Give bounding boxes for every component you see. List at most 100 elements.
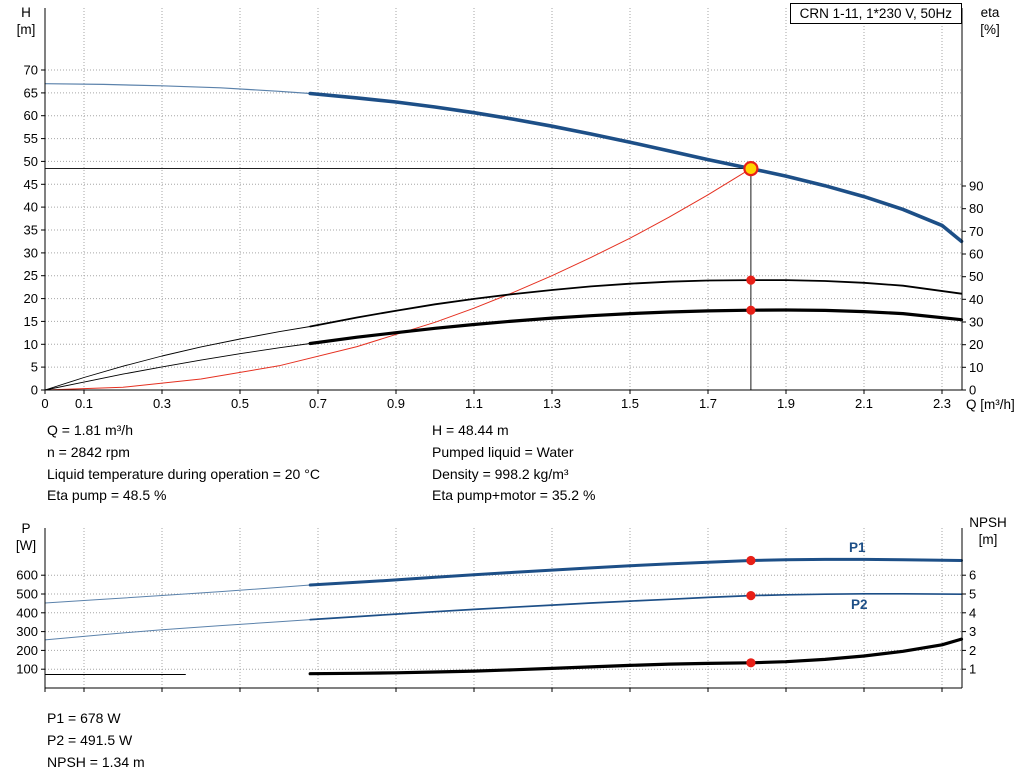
h-curve-extension	[44, 83, 311, 95]
p1-extension	[44, 584, 311, 604]
npsh-axis-title-text: NPSH	[969, 515, 1007, 530]
y-left-tick-label: 5	[31, 360, 38, 375]
eta-axis-title-text: eta	[980, 5, 1000, 20]
info-line: H = 48.44 m	[432, 422, 509, 438]
y-left-tick-label: 100	[16, 662, 38, 677]
x-tick-label: 1.5	[621, 396, 639, 411]
x-tick-label: 0	[41, 396, 48, 411]
eta-pump-point	[746, 275, 756, 285]
hq-efficiency-chart-grid	[45, 8, 962, 390]
y-left-tick-label: 15	[24, 314, 38, 329]
y-right-tick-label: 40	[969, 292, 983, 307]
eta-pump-motor-curve	[308, 308, 964, 346]
y-left-tick-label: 30	[24, 245, 38, 260]
y-right-tick-label: 0	[969, 383, 976, 398]
y-right-tick-label: 90	[969, 179, 983, 194]
y-right-tick-label: 60	[969, 247, 983, 262]
y-right-tick-label: 20	[969, 337, 983, 352]
y-left-tick-label: 25	[24, 268, 38, 283]
pump-model-title-box: CRN 1-11, 1*230 V, 50Hz	[789, 3, 962, 24]
y-left-tick-label: 10	[24, 337, 38, 352]
info-line: Pumped liquid = Water	[432, 443, 574, 460]
eta-axis-unit-text: [%]	[980, 22, 1000, 37]
h-axis-title-text: H	[21, 5, 31, 20]
y-left-tick-label: 65	[24, 85, 38, 100]
y-right-tick-label: 1	[969, 662, 976, 677]
npsh-point	[746, 658, 756, 668]
npsh-axis-unit-text: [m]	[978, 532, 998, 547]
y-right-tick-label: 5	[969, 587, 976, 602]
duty-info-left: Q = 1.81 m³/h n = 2842 rpm Liquid temperat…	[47, 420, 320, 507]
y-right-tick-label: 6	[969, 568, 976, 583]
x-tick-label: 0.3	[153, 396, 171, 411]
system-curve	[44, 168, 752, 391]
h-curve	[308, 91, 964, 244]
info-line: NPSH = 1.34 m	[47, 753, 145, 770]
y-right-tick-label: 10	[969, 360, 983, 375]
info-line: Liquid temperature during operation = 20…	[47, 465, 320, 482]
p2-curve	[309, 592, 963, 621]
y-left-tick-label: 60	[24, 108, 38, 123]
duty-point	[743, 161, 759, 177]
eta-pump-extension	[44, 326, 311, 391]
eta-axis-title: eta [%]	[961, 4, 1019, 38]
y-left-tick-label: 55	[24, 131, 38, 146]
y-right-tick-label: 50	[969, 269, 983, 284]
y-left-tick-label: 50	[24, 154, 38, 169]
h-axis-title: H [m]	[8, 4, 44, 38]
x-tick-label: 0.1	[75, 396, 93, 411]
y-left-tick-label: 35	[24, 223, 38, 238]
p2-extension	[44, 619, 311, 641]
info-line: n = 2842 rpm	[47, 443, 130, 460]
x-tick-label: 1.7	[699, 396, 717, 411]
y-left-tick-label: 200	[16, 643, 38, 658]
eta-pump-motor-point	[746, 305, 756, 315]
power-info: P1 = 678 W P2 = 491.5 W NPSH = 1.34 m	[47, 708, 145, 773]
info-line: Q = 1.81 m³/h	[47, 422, 133, 438]
x-tick-label: 0.7	[309, 396, 327, 411]
hq-efficiency-chart-axes: 0 0.1 0.3 0.5 0.7 0.9 1.1 1.3 1.5 1.7 1.9 2.1 2.3 0 5 1…	[24, 8, 983, 411]
p-axis-title-text: P	[21, 521, 31, 536]
y-right-tick-label: 3	[969, 624, 976, 639]
p2-series-label: P2	[851, 597, 868, 612]
y-left-tick-label: 500	[16, 587, 38, 602]
info-line: Eta pump = 48.5 %	[47, 487, 167, 504]
y-right-tick-label: 80	[969, 201, 983, 216]
eta-pump-motor-extension	[44, 343, 311, 391]
y-right-tick-label: 4	[969, 605, 976, 620]
y-left-tick-label: 45	[24, 177, 38, 192]
x-tick-label: 1.3	[543, 396, 561, 411]
y-right-tick-label: 2	[969, 643, 976, 658]
p1-point	[746, 555, 756, 566]
power-npsh-chart-axes: 100 200 300 400 500 600 1 2 3 4 5 6	[16, 528, 976, 692]
y-left-tick-label: 0	[31, 383, 38, 398]
y-left-tick-label: 70	[24, 63, 38, 78]
duty-info-right: H = 48.44 m Pumped liquid = Water Density …	[432, 420, 595, 507]
p1-series-label: P1	[849, 540, 866, 555]
info-line: P1 = 678 W	[47, 710, 121, 726]
x-tick-label: 1.9	[777, 396, 795, 411]
y-left-tick-label: 400	[16, 605, 38, 620]
x-tick-label: 2.1	[855, 396, 873, 411]
info-line: Density = 998.2 kg/m³	[432, 465, 569, 482]
p-axis-title: P [W]	[8, 520, 44, 554]
x-tick-label: 0.9	[387, 396, 405, 411]
x-tick-label: 1.1	[465, 396, 483, 411]
y-left-tick-label: 40	[24, 200, 38, 215]
p1-curve	[308, 557, 963, 587]
p2-point	[746, 591, 756, 601]
x-tick-label: 0.5	[231, 396, 249, 411]
eta-pump-curve	[309, 279, 963, 328]
info-line: P2 = 491.5 W	[47, 731, 133, 748]
y-right-tick-label: 70	[969, 224, 983, 239]
x-tick-label: 2.3	[933, 396, 951, 411]
npsh-curve	[308, 637, 964, 676]
h-axis-unit-text: [m]	[16, 22, 36, 37]
y-left-tick-label: 20	[24, 291, 38, 306]
p-axis-unit-text: [W]	[15, 538, 37, 553]
y-left-tick-label: 600	[16, 568, 38, 583]
npsh-axis-title: NPSH [m]	[956, 514, 1020, 548]
info-line: Eta pump+motor = 35.2 %	[432, 487, 596, 504]
